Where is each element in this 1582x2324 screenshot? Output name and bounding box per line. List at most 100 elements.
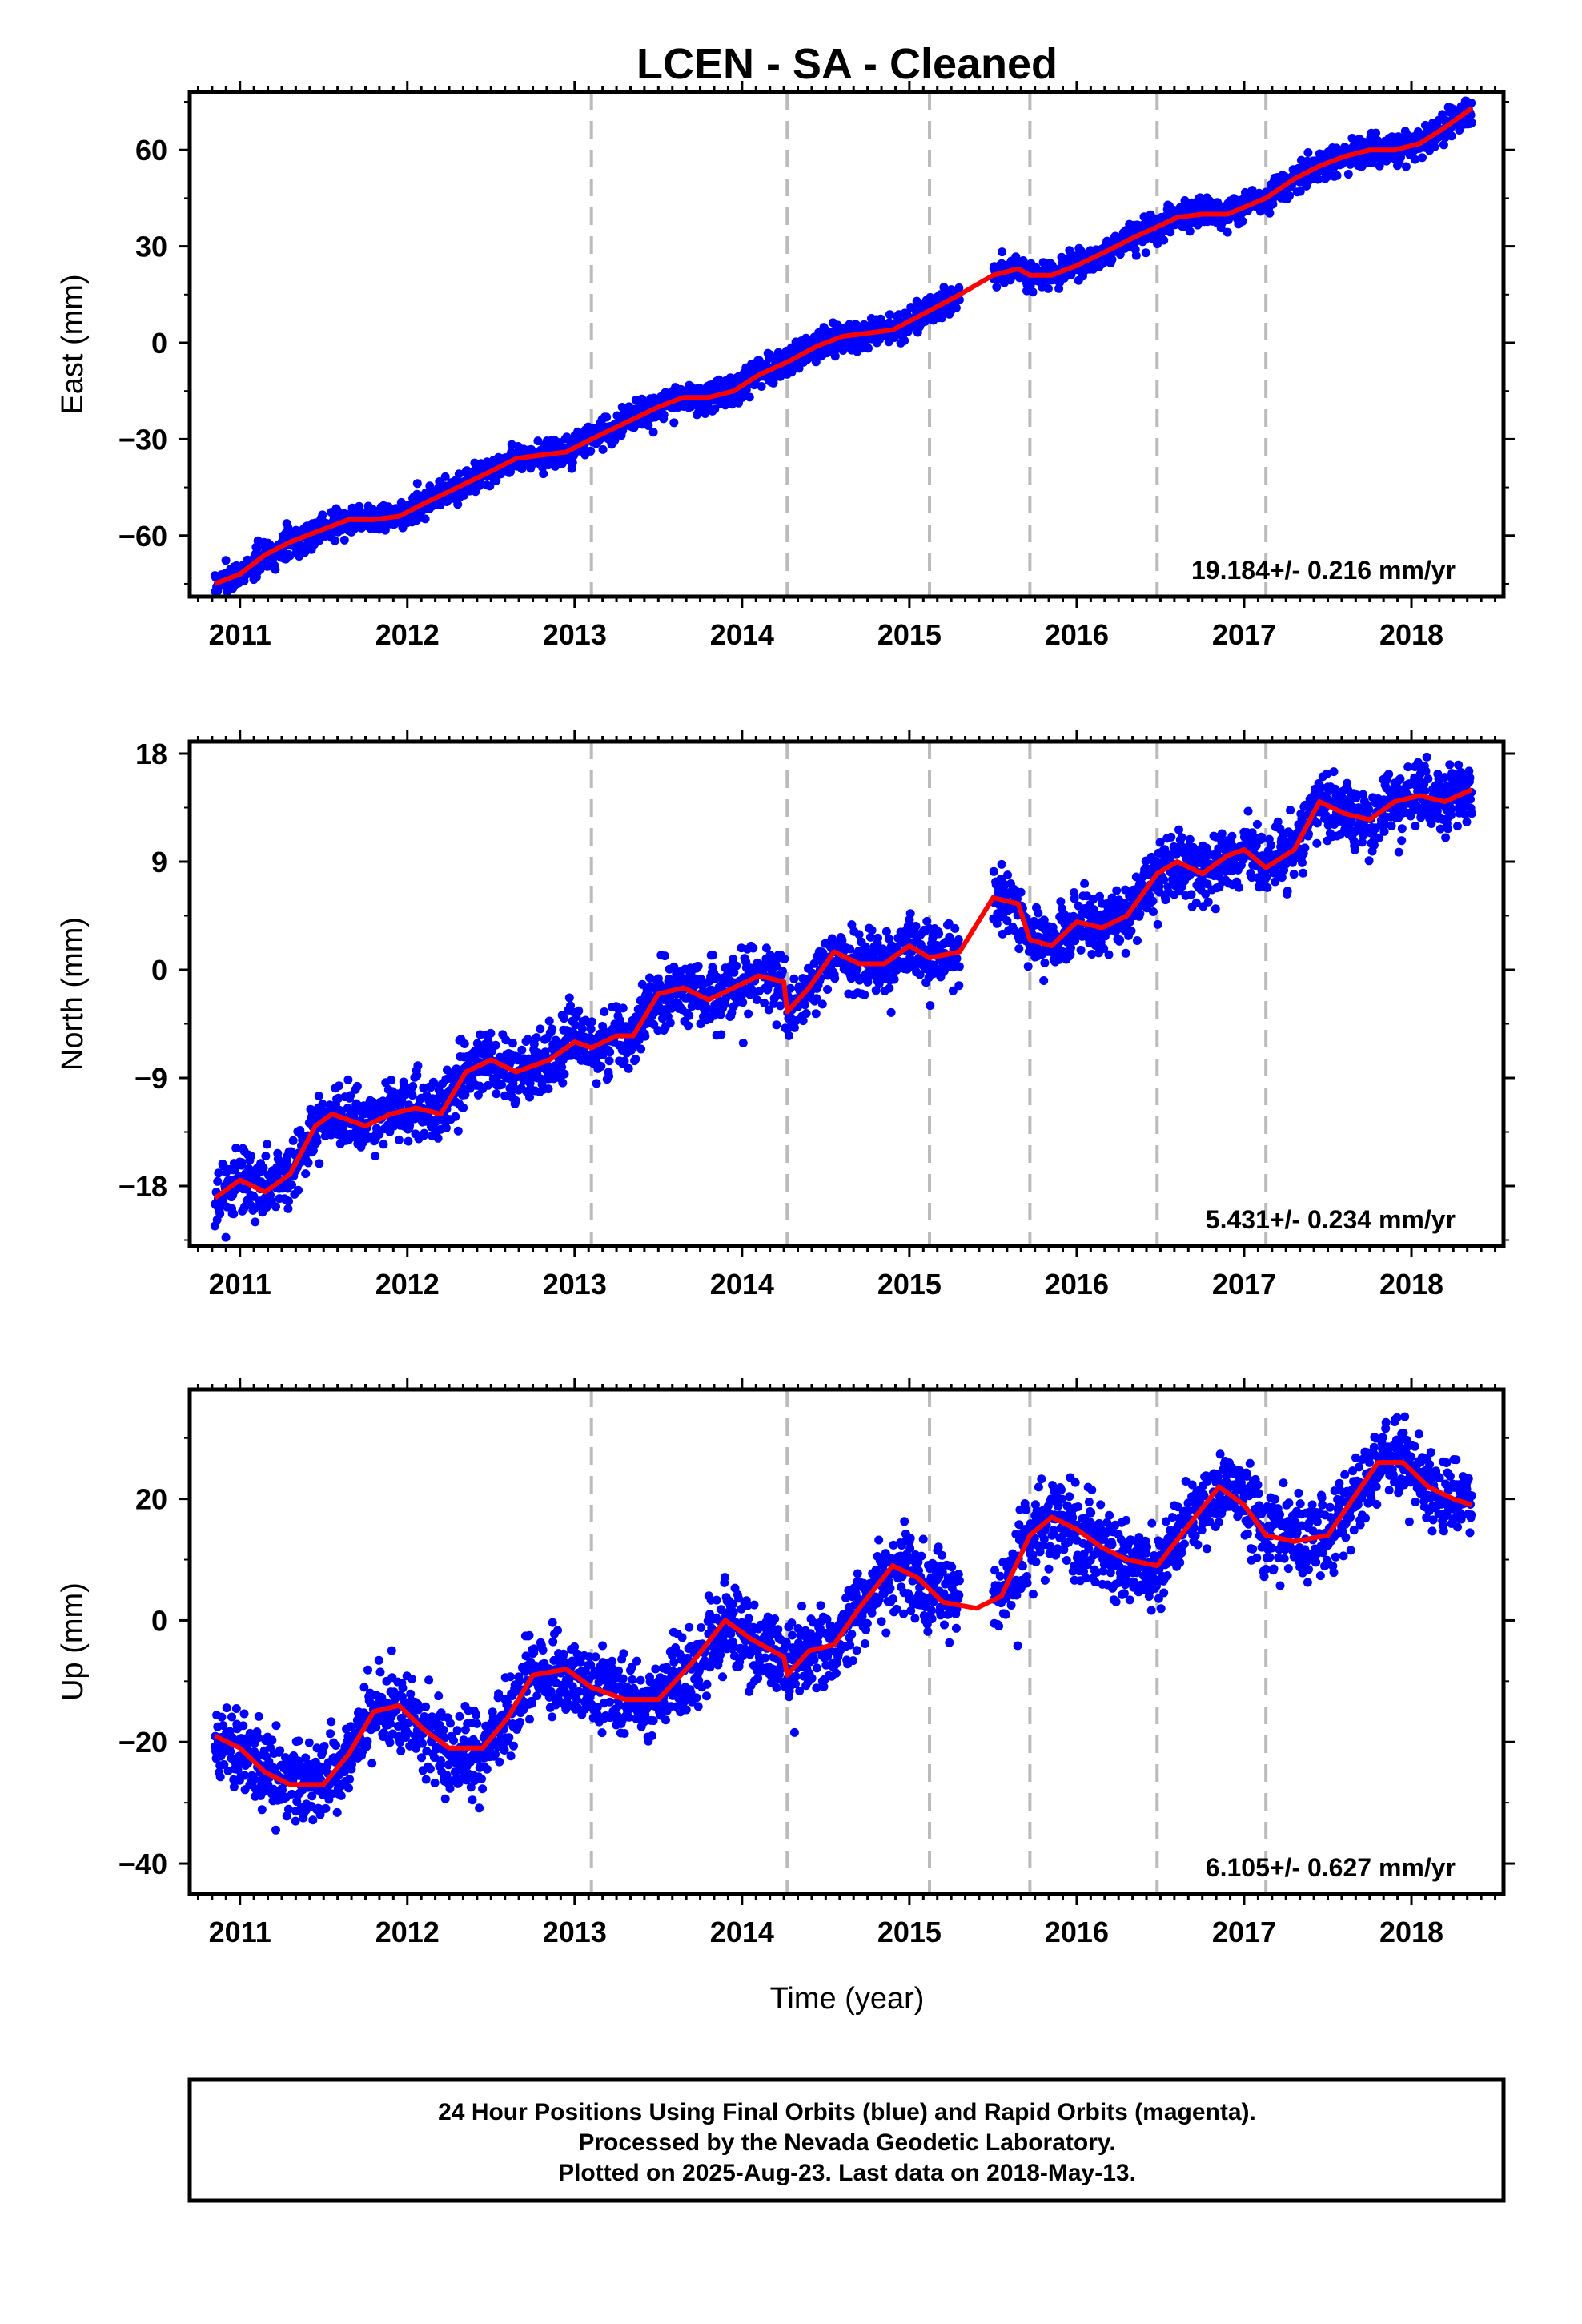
north-data-point <box>221 1232 231 1242</box>
north-data-point <box>761 943 771 953</box>
north-data-point <box>1171 850 1181 859</box>
north-data-point <box>314 1092 323 1100</box>
north-data-point <box>693 962 703 971</box>
north-data-point <box>408 1091 417 1100</box>
north-data-point <box>1034 908 1043 918</box>
north-data-point <box>760 999 769 1007</box>
north-data-point <box>665 1018 675 1027</box>
north-data-point <box>837 936 847 946</box>
north-data-point <box>952 954 962 963</box>
north-data-point <box>536 1024 545 1034</box>
north-data-point <box>312 1137 322 1147</box>
east-data-point <box>1265 208 1275 218</box>
east-data-point <box>318 510 327 520</box>
north-data-point <box>885 983 894 993</box>
north-data-point <box>587 1017 596 1027</box>
east-data-point <box>830 352 840 361</box>
north-data-point <box>889 975 899 984</box>
north-data-point <box>845 944 855 954</box>
north-data-point <box>508 1039 517 1048</box>
east-data-point <box>339 535 349 545</box>
north-data-point <box>215 1209 225 1219</box>
north-data-point <box>327 1130 336 1140</box>
north-data-point <box>315 1159 324 1168</box>
north-data-point <box>544 1016 554 1026</box>
east-data-point <box>1455 126 1464 135</box>
east-data-point <box>1011 252 1021 262</box>
north-data-point <box>500 1091 510 1100</box>
east-data-point <box>586 446 596 456</box>
north-data-point <box>1191 898 1201 907</box>
north-data-point <box>487 1047 496 1056</box>
north-data-point <box>823 985 833 994</box>
north-data-point <box>1039 915 1049 925</box>
north-data-point <box>288 1136 298 1145</box>
east-data-point <box>885 310 894 320</box>
east-data-point <box>221 556 231 565</box>
north-data-point <box>283 1204 293 1213</box>
north-data-point <box>1087 950 1097 959</box>
north-data-point <box>789 974 799 983</box>
east-x-tick-label: 2018 <box>1379 618 1443 651</box>
north-data-point <box>1155 838 1165 847</box>
north-data-point <box>948 986 958 995</box>
east-x-tick-label: 2015 <box>877 618 942 651</box>
east-data-point <box>794 364 804 373</box>
north-data-point <box>789 1023 799 1032</box>
north-data-point <box>592 1079 601 1088</box>
east-data-point <box>1401 162 1411 171</box>
north-data-point <box>818 948 828 958</box>
north-data-point <box>1016 887 1026 897</box>
north-data-point <box>1112 886 1122 895</box>
north-data-point <box>574 1006 584 1015</box>
north-data-point <box>287 1180 296 1190</box>
north-data-point <box>618 1003 628 1013</box>
north-data-point <box>451 1112 460 1121</box>
north-data-point <box>926 1001 935 1011</box>
north-data-point <box>294 1185 303 1195</box>
north-data-point <box>717 1030 726 1039</box>
north-data-point <box>247 1152 256 1160</box>
east-data-point <box>644 421 653 430</box>
east-data-point <box>1332 171 1342 180</box>
east-data-point <box>485 481 495 491</box>
east-plot-frame <box>187 90 1506 599</box>
north-data-point <box>1186 890 1196 899</box>
north-data-point <box>1039 976 1049 985</box>
north-data-point <box>408 1081 418 1091</box>
north-data-point <box>566 1001 575 1011</box>
north-data-point <box>1161 895 1170 905</box>
north-data-point <box>1174 825 1183 834</box>
east-data-point <box>1185 227 1195 236</box>
east-model-line <box>214 106 1474 586</box>
north-data-point <box>954 981 964 991</box>
north-data-point <box>1185 834 1195 844</box>
north-data-point <box>343 1075 353 1084</box>
north-data-point <box>460 1039 469 1048</box>
east-x-tick-label: 2012 <box>375 618 440 651</box>
north-data-point <box>1023 962 1033 971</box>
east-data-point <box>1346 159 1355 169</box>
north-data-point <box>934 929 944 939</box>
north-data-point <box>752 995 761 1004</box>
north-data-point <box>1121 948 1130 958</box>
north-data-point <box>443 1065 452 1075</box>
north-data-point <box>335 1081 343 1091</box>
north-data-point <box>732 961 741 971</box>
north-data-point <box>1131 872 1141 882</box>
north-data-point <box>471 1050 480 1059</box>
east-data-point <box>506 467 515 476</box>
north-data-point <box>950 923 960 933</box>
north-data-point <box>1148 896 1158 906</box>
north-data-point <box>992 919 1002 928</box>
north-data-point <box>772 1020 781 1030</box>
north-data-point <box>785 1031 793 1040</box>
east-data-point <box>1303 148 1313 157</box>
north-data-point <box>1003 870 1012 880</box>
east-data-point <box>1028 287 1038 297</box>
north-data-point <box>854 930 864 939</box>
east-data-point <box>1238 216 1247 226</box>
figure-title: LCEN - SA - Cleaned <box>636 40 1058 88</box>
north-data-point <box>865 932 875 942</box>
east-data-point <box>412 479 422 489</box>
